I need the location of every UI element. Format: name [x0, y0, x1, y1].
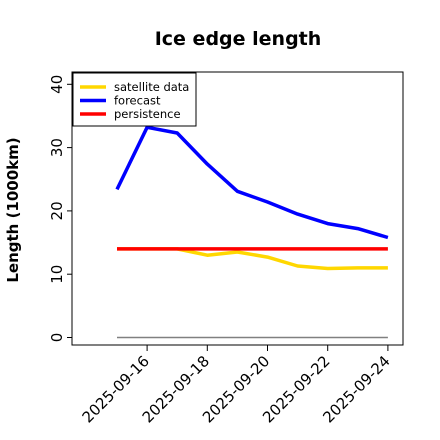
y-tick-label: 20 [48, 201, 66, 220]
y-tick-label: 40 [48, 75, 66, 94]
series-line-satellite-data [117, 247, 388, 271]
chart-title: Ice edge length [155, 28, 322, 50]
y-tick-label: 0 [48, 333, 66, 343]
legend-label: forecast [114, 94, 161, 108]
legend-label: satellite data [114, 80, 189, 94]
series-line-forecast [115, 125, 389, 240]
y-axis-label: Length (1000km) [4, 137, 22, 282]
legend-label: persistence [114, 107, 181, 121]
y-tick-label: 30 [48, 138, 66, 157]
y-tick-label: 10 [48, 265, 66, 284]
y-axis: 0 10 20 30 40 [48, 75, 72, 343]
x-axis: 2025-09-162025-09-182025-09-202025-09-22… [79, 345, 394, 426]
plot-area-frame [71, 71, 404, 346]
plot-lines [115, 125, 389, 339]
